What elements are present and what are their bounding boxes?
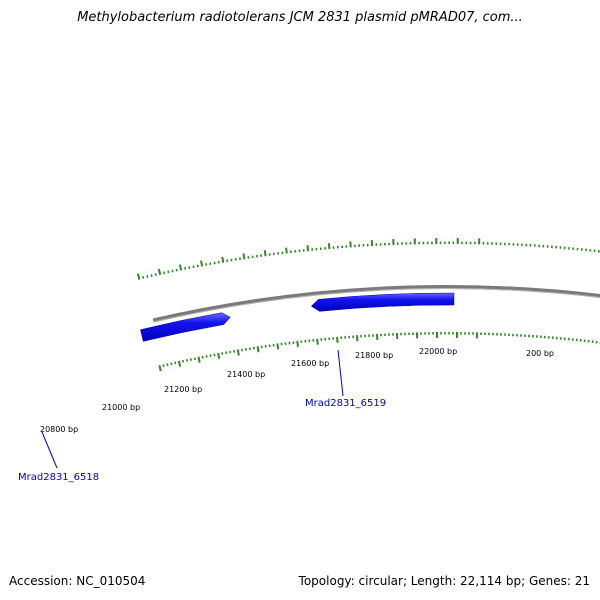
major-tick [200,260,204,267]
minor-tick [163,271,166,275]
minor-tick [185,359,189,362]
minor-tick [175,268,178,272]
outer-tick-ring [136,238,600,280]
minor-tick [154,273,157,276]
gene-label-leader-line [41,431,58,469]
gene-label[interactable]: Mrad2831_6518 [18,472,99,483]
minor-tick [166,363,169,367]
gene-label[interactable]: Mrad2831_6519 [305,398,386,409]
position-label: 21600 bp [291,359,329,368]
major-tick [336,336,339,343]
major-tick [296,340,299,348]
major-tick [157,268,162,276]
page-title: Methylobacterium radiotolerans JCM 2831 … [77,10,523,25]
major-tick [221,256,225,263]
major-tick [178,264,183,271]
major-tick [276,343,280,350]
major-tick [242,253,246,260]
position-label: 20800 bp [40,425,78,434]
minor-tick [146,275,149,278]
major-tick [217,352,221,360]
minor-tick [189,358,192,361]
minor-tick [193,357,196,361]
plasmid-backbone [152,285,600,323]
major-tick [136,273,141,280]
accession-label: Accession: NC_010504 [9,574,146,588]
inner-tick-ring [158,332,600,372]
minor-tick [142,276,145,279]
major-tick [177,360,182,367]
major-tick [285,247,288,254]
minor-tick [174,361,177,365]
gene-arrow-mrad2831-6519[interactable] [310,292,455,312]
gene-arrow-mrad2831-6518[interactable] [140,312,231,342]
major-tick [327,243,331,250]
minor-tick [182,359,185,363]
major-tick [263,250,267,257]
major-tick [197,356,201,363]
minor-tick [162,364,165,367]
minor-tick [150,274,153,277]
minor-tick [167,270,170,274]
position-label: 21000 bp [102,403,140,412]
position-label: 21200 bp [164,385,202,394]
position-label: 21400 bp [227,370,265,379]
position-label: 200 bp [526,349,554,358]
major-tick [306,245,310,252]
major-tick [256,346,260,353]
position-label: 21800 bp [355,351,393,360]
major-tick [158,365,162,372]
minor-tick [170,362,173,366]
minor-tick [171,269,174,273]
genome-summary: Topology: circular; Length: 22,114 bp; G… [298,574,590,588]
major-tick [316,338,319,345]
major-tick [236,349,240,356]
gene-label-leader-line [337,349,344,397]
position-label: 22000 bp [419,347,457,356]
